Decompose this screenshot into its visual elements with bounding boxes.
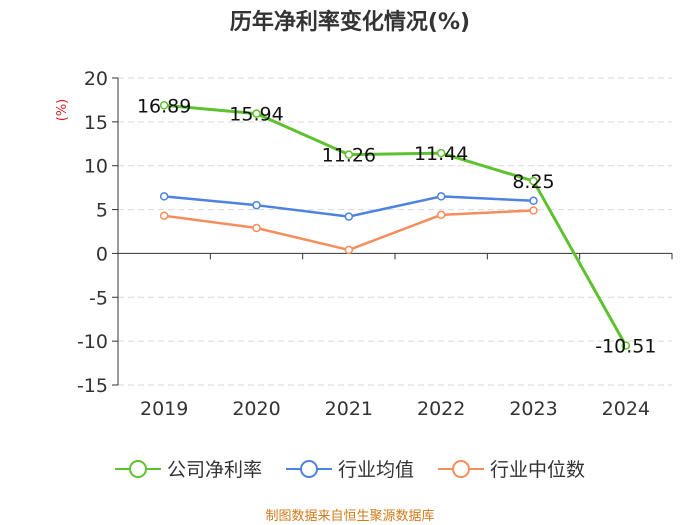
series-lines bbox=[159, 101, 631, 350]
data-point bbox=[436, 192, 446, 201]
data-point bbox=[529, 176, 538, 186]
data-point bbox=[344, 212, 354, 221]
data-point bbox=[252, 109, 261, 118]
data-point bbox=[252, 200, 261, 210]
data-label: 8.25 bbox=[512, 171, 554, 193]
legend: 公司净利率 行业均值 行业中位数 bbox=[0, 455, 700, 482]
x-tick-label: 2019 bbox=[140, 398, 188, 420]
data-point bbox=[159, 101, 169, 110]
y-tick-label: 0 bbox=[96, 243, 108, 265]
data-point bbox=[436, 210, 446, 220]
legend-label-company: 公司净利率 bbox=[166, 459, 262, 481]
data-point bbox=[344, 150, 354, 159]
data-point bbox=[529, 196, 538, 206]
legend-line-icon bbox=[438, 459, 484, 478]
chart-title: 历年净利率变化情况(%) bbox=[229, 10, 471, 35]
data-point bbox=[159, 192, 169, 201]
y-tick-label: 10 bbox=[84, 156, 108, 178]
legend-item-industry-median[interactable]: 行业中位数 bbox=[438, 455, 585, 482]
x-tick-label: 2020 bbox=[232, 398, 280, 420]
y-tick-label: 15 bbox=[84, 112, 108, 134]
data-labels: 16.89 15.94 11.26 11.44 8.25 -10.51 bbox=[137, 95, 656, 357]
data-point bbox=[252, 223, 261, 233]
data-label: -10.51 bbox=[595, 336, 656, 358]
series-line-0 bbox=[164, 103, 628, 347]
chart-area: 20 15 10 5 0 -5 -10 -15 2019 2020 2021 2022 2023 2024… bbox=[55, 68, 673, 420]
data-label: 11.26 bbox=[322, 145, 376, 167]
x-tick-label: 2024 bbox=[602, 398, 650, 420]
x-tick-label: 2023 bbox=[509, 398, 557, 420]
data-label: 11.44 bbox=[414, 143, 468, 165]
y-axis-title: (%) bbox=[55, 99, 70, 122]
data-point bbox=[159, 211, 169, 220]
data-point bbox=[344, 245, 354, 255]
data-point bbox=[529, 206, 538, 215]
source-note: 制图数据来自恒生聚源数据库 bbox=[265, 509, 435, 524]
legend-item-company[interactable]: 公司净利率 bbox=[114, 455, 262, 482]
x-tick-label: 2021 bbox=[325, 398, 373, 420]
legend-label-industry-mean: 行业均值 bbox=[337, 459, 414, 481]
legend-line-icon bbox=[114, 459, 161, 478]
data-point bbox=[621, 341, 631, 350]
data-point bbox=[436, 148, 446, 158]
y-tick-label: -5 bbox=[89, 287, 108, 309]
data-label: 16.89 bbox=[137, 95, 191, 117]
x-tick-label: 2022 bbox=[417, 398, 465, 420]
legend-line-icon bbox=[285, 459, 332, 478]
y-tick-label: -10 bbox=[77, 331, 108, 353]
y-tick-label: 20 bbox=[84, 68, 108, 90]
legend-label-industry-median: 行业中位数 bbox=[490, 459, 586, 481]
legend-item-industry-mean[interactable]: 行业均值 bbox=[285, 455, 414, 482]
gridlines bbox=[118, 77, 672, 386]
y-tick-label: 5 bbox=[96, 200, 108, 222]
data-label: 15.94 bbox=[229, 104, 283, 126]
y-tick-label: -15 bbox=[77, 375, 108, 397]
axes: 20 15 10 5 0 -5 -10 -15 2019 2020 2021 2022 2023 2024 bbox=[77, 68, 673, 420]
